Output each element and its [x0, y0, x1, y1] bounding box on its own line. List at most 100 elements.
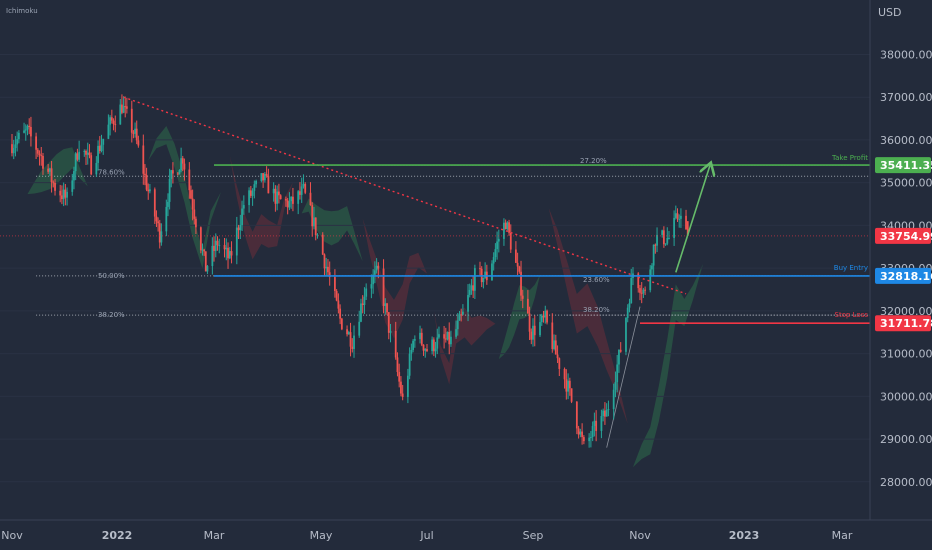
candle-body[interactable] [165, 206, 168, 232]
candle-body[interactable] [304, 183, 307, 193]
candle-body[interactable] [11, 144, 13, 154]
candle-body[interactable] [628, 303, 631, 308]
candle-body[interactable] [460, 314, 463, 316]
candle-body[interactable] [394, 330, 397, 358]
candle-body[interactable] [171, 170, 174, 174]
candle-body[interactable] [532, 325, 534, 340]
candle-body[interactable] [340, 318, 343, 330]
candle-body[interactable] [591, 426, 594, 438]
candle-body[interactable] [253, 184, 256, 191]
candle-body[interactable] [372, 274, 375, 285]
candle-body[interactable] [191, 198, 194, 210]
candle-body[interactable] [181, 158, 184, 164]
candle-body[interactable] [299, 191, 301, 195]
candle-body[interactable] [637, 273, 640, 289]
candle-body[interactable] [48, 168, 51, 172]
candle-body[interactable] [195, 218, 197, 228]
candle-body[interactable] [656, 234, 658, 246]
candle-body[interactable] [649, 269, 652, 291]
candle-body[interactable] [470, 285, 473, 290]
candle-body[interactable] [422, 344, 425, 351]
candle-body[interactable] [168, 178, 171, 202]
candle-body[interactable] [533, 325, 536, 336]
candle-body[interactable] [24, 129, 27, 131]
candle-body[interactable] [473, 268, 476, 291]
candle-body[interactable] [267, 175, 270, 194]
candle-body[interactable] [216, 240, 219, 246]
candle-body[interactable] [38, 153, 41, 156]
candle-body[interactable] [351, 346, 354, 349]
candle-body[interactable] [130, 108, 133, 133]
candle-body[interactable] [361, 303, 364, 305]
candle-body[interactable] [468, 289, 471, 295]
candle-body[interactable] [285, 199, 287, 201]
candle-body[interactable] [674, 213, 677, 218]
candle-body[interactable] [239, 225, 242, 231]
candle-body[interactable] [668, 237, 670, 239]
candle-body[interactable] [176, 173, 179, 175]
candle-body[interactable] [147, 189, 150, 192]
candle-body[interactable] [539, 322, 541, 336]
candle-body[interactable] [334, 277, 336, 291]
candle-body[interactable] [180, 158, 183, 171]
candle-body[interactable] [102, 138, 105, 145]
candle-body[interactable] [521, 295, 524, 299]
candle-body[interactable] [42, 155, 44, 169]
candle-body[interactable] [360, 303, 362, 322]
candle-body[interactable] [443, 334, 445, 339]
candle-body[interactable] [26, 125, 29, 130]
candle-body[interactable] [506, 222, 509, 230]
candle-body[interactable] [100, 144, 103, 152]
candle-body[interactable] [450, 336, 452, 345]
candle-body[interactable] [158, 223, 161, 243]
candle-body[interactable] [398, 372, 401, 382]
candle-body[interactable] [568, 380, 571, 389]
candle-body[interactable] [515, 249, 517, 263]
candle-body[interactable] [337, 300, 340, 309]
candle-body[interactable] [503, 222, 505, 239]
candle-body[interactable] [639, 288, 641, 293]
candle-body[interactable] [335, 290, 338, 301]
candle-body[interactable] [85, 150, 87, 155]
candle-body[interactable] [347, 332, 350, 335]
time-axis[interactable] [0, 520, 932, 550]
candle-body[interactable] [311, 205, 314, 227]
candle-body[interactable] [605, 409, 608, 417]
candle-body[interactable] [413, 339, 416, 341]
candle-body[interactable] [589, 437, 592, 439]
candle-body[interactable] [685, 215, 687, 230]
candle-body[interactable] [558, 358, 561, 369]
candle-body[interactable] [434, 348, 437, 352]
candle-body[interactable] [444, 338, 447, 340]
candle-body[interactable] [377, 265, 380, 269]
candle-body[interactable] [50, 168, 53, 183]
candle-body[interactable] [664, 243, 667, 245]
candle-body[interactable] [614, 382, 617, 390]
candle-body[interactable] [90, 155, 93, 175]
candle-body[interactable] [339, 308, 342, 319]
candle-body[interactable] [438, 334, 440, 338]
candle-body[interactable] [325, 266, 328, 269]
candle-body[interactable] [516, 262, 519, 267]
candle-body[interactable] [458, 314, 461, 321]
candle-body[interactable] [577, 428, 580, 435]
candle-body[interactable] [251, 190, 254, 196]
candle-body[interactable] [300, 186, 303, 195]
candle-body[interactable] [518, 266, 521, 272]
candle-body[interactable] [446, 331, 449, 340]
candle-body[interactable] [276, 191, 279, 204]
candle-body[interactable] [98, 145, 101, 152]
candle-body[interactable] [211, 245, 214, 267]
candle-body[interactable] [625, 317, 627, 352]
candle-body[interactable] [556, 354, 559, 359]
candle-body[interactable] [204, 251, 207, 272]
candle-body[interactable] [542, 315, 545, 318]
candle-body[interactable] [54, 182, 56, 191]
candle-body[interactable] [170, 170, 173, 179]
candle-body[interactable] [263, 173, 266, 181]
candle-body[interactable] [406, 375, 409, 397]
candle-body[interactable] [262, 173, 265, 181]
candle-body[interactable] [678, 218, 681, 220]
candle-body[interactable] [554, 340, 557, 355]
candle-body[interactable] [370, 284, 373, 289]
